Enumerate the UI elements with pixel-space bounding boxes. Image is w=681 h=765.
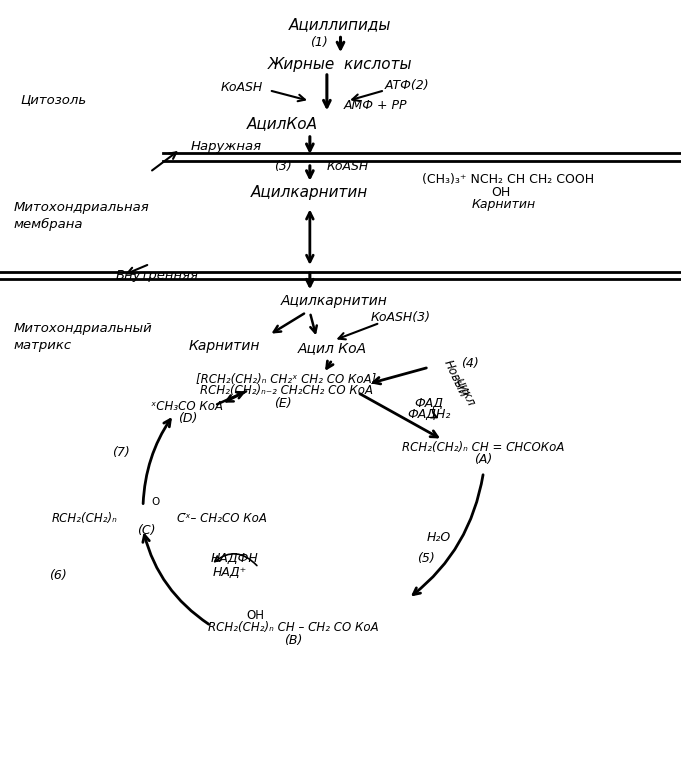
Text: ОН: ОН (491, 187, 510, 199)
Text: RСН₂(СН₂)ₙ: RСН₂(СН₂)ₙ (52, 513, 118, 525)
Text: (D): (D) (178, 412, 197, 425)
Text: Ацилкарнитин: Ацилкарнитин (281, 295, 387, 308)
Text: Внутренняя: Внутренняя (116, 269, 199, 282)
Text: RСН₂(СН₂)ₙ СН – С̈Н₂ СО КоА: RСН₂(СН₂)ₙ СН – С̈Н₂ СО КоА (208, 621, 378, 633)
Text: (С): (С) (137, 525, 156, 537)
Text: КоАSН(3): КоАSН(3) (371, 311, 431, 324)
Text: ˣСН₃СО КоА: ˣСН₃СО КоА (151, 401, 223, 413)
Text: (5): (5) (417, 552, 434, 565)
Text: Ациллипиды: Ациллипиды (289, 17, 392, 32)
Text: Карнитин: Карнитин (472, 198, 536, 210)
Text: RСН₂(СН₂)ₙ₋₂ СН₂СН₂ СО КоА: RСН₂(СН₂)ₙ₋₂ СН₂СН₂ СО КоА (200, 385, 373, 397)
Text: (7): (7) (112, 447, 130, 459)
Text: О: О (151, 497, 159, 507)
Text: АМФ + РР: АМФ + РР (344, 99, 407, 112)
Text: Н₂О: Н₂О (427, 531, 452, 543)
Text: Ацил КоА: Ацил КоА (298, 341, 367, 355)
Text: (А): (А) (475, 453, 492, 465)
Text: (1): (1) (310, 37, 328, 49)
Text: Митохондриальный
матрикс: Митохондриальный матрикс (14, 321, 153, 352)
Text: КоАSН: КоАSН (221, 82, 263, 94)
Text: Карнитин: Карнитин (189, 339, 260, 353)
Text: ОН: ОН (247, 610, 264, 622)
Text: Ацилкарнитин: Ацилкарнитин (251, 185, 368, 200)
Text: АцилКоА: АцилКоА (247, 116, 318, 132)
Text: АТФ(2): АТФ(2) (385, 80, 430, 92)
Text: Наружная: Наружная (191, 141, 262, 153)
Text: КоАSН: КоАSН (327, 160, 369, 172)
Text: цикл: цикл (453, 375, 477, 409)
Text: ФАД: ФАД (415, 397, 443, 409)
Text: (3): (3) (274, 160, 291, 172)
Text: НАД⁺: НАД⁺ (213, 566, 247, 578)
Text: [RСН₂(СН₂)ₙ СН₂ˣ СН₂ СО КоА]: [RСН₂(СН₂)ₙ СН₂ˣ СН₂ СО КоА] (196, 373, 376, 386)
Text: (СН₃)₃⁺ NСН₂ СН СН₂ СООН: (СН₃)₃⁺ NСН₂ СН СН₂ СООН (422, 174, 595, 186)
Text: ФАДН₂: ФАДН₂ (407, 409, 451, 421)
Text: Цитозоль: Цитозоль (20, 93, 86, 106)
Text: Жирные  кислоты: Жирные кислоты (268, 57, 413, 72)
Text: (4): (4) (461, 357, 479, 369)
Text: НАДФН: НАДФН (211, 552, 259, 565)
Text: Новый: Новый (441, 358, 469, 399)
Text: (В): (В) (284, 634, 302, 646)
Text: (6): (6) (49, 569, 67, 581)
Text: RСН₂(СН₂)ₙ СН = С̈НСОКоА: RСН₂(СН₂)ₙ СН = С̈НСОКоА (402, 441, 565, 454)
Text: С̈ˣ– СН₂СО КоА: С̈ˣ– СН₂СО КоА (177, 513, 267, 525)
Text: (Е): (Е) (274, 397, 291, 409)
Text: Митохондриальная
мембрана: Митохондриальная мембрана (14, 200, 149, 231)
